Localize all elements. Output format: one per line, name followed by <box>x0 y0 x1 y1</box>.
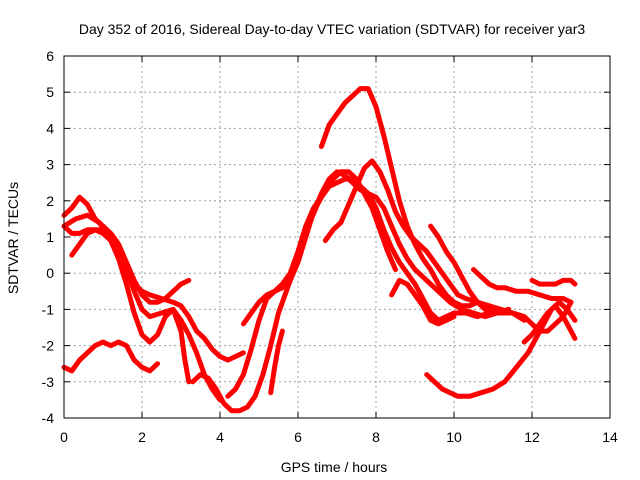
series-12 <box>389 277 457 327</box>
x-tick-label: 12 <box>524 429 540 445</box>
y-tick-label: 6 <box>46 48 54 64</box>
y-tick-label: 4 <box>46 120 54 136</box>
y-tick-label: 0 <box>46 265 54 281</box>
x-tick-label: 10 <box>446 429 462 445</box>
chart-title: Day 352 of 2016, Sidereal Day-to-day VTE… <box>79 21 585 37</box>
series-17 <box>529 277 578 287</box>
series-4 <box>69 227 246 363</box>
series-layer <box>61 86 578 414</box>
series-14 <box>428 223 527 320</box>
y-tick-label: -2 <box>42 338 55 354</box>
x-tick-label: 6 <box>294 429 302 445</box>
series-2 <box>61 212 223 403</box>
x-axis-label: GPS time / hours <box>281 459 388 475</box>
series-5 <box>61 339 161 374</box>
y-tick-label: -1 <box>42 301 55 317</box>
series-1 <box>61 194 192 305</box>
x-tick-label: 0 <box>60 429 68 445</box>
series-11 <box>322 158 574 334</box>
y-tick-label: 1 <box>46 229 54 245</box>
series-3 <box>61 223 192 385</box>
series-9 <box>268 328 285 396</box>
series-16 <box>521 303 578 345</box>
y-tick-label: 5 <box>46 84 54 100</box>
x-tick-label: 2 <box>138 429 146 445</box>
y-axis-label: SDTVAR / TECUs <box>5 182 21 294</box>
x-tick-label: 8 <box>372 429 380 445</box>
grid-lines <box>64 56 610 418</box>
series-15 <box>471 267 574 305</box>
y-tick-label: 3 <box>46 157 54 173</box>
x-tick-label: 4 <box>216 429 224 445</box>
series-6 <box>190 169 398 414</box>
series-8 <box>240 169 512 327</box>
y-tick-label: 2 <box>46 193 54 209</box>
y-tick-label: -4 <box>42 410 55 426</box>
y-tick-label: -3 <box>42 374 55 390</box>
x-tick-label: 14 <box>602 429 618 445</box>
